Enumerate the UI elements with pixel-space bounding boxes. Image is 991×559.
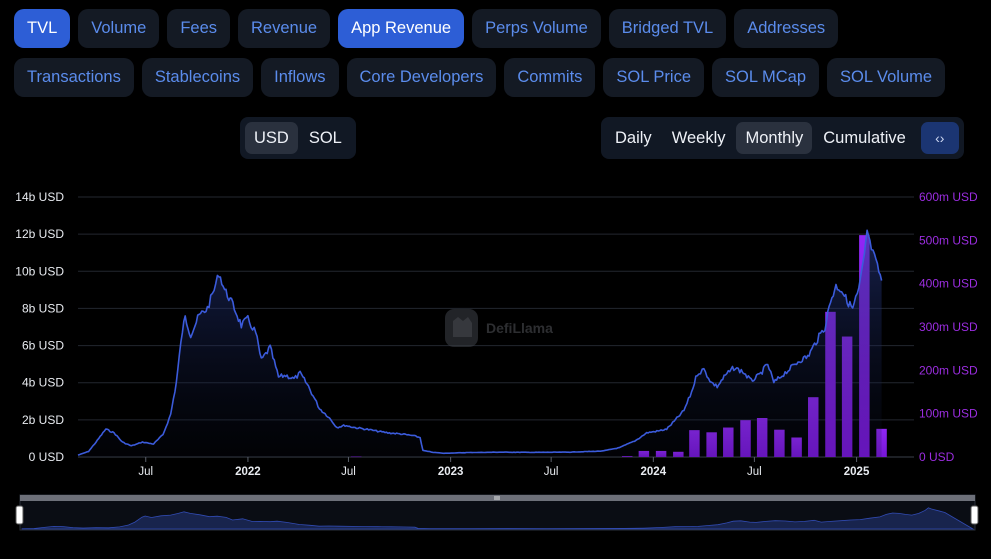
- denomination-sol[interactable]: SOL: [308, 128, 342, 147]
- navigator-left-handle[interactable]: [15, 505, 24, 525]
- tab-addresses[interactable]: Addresses: [734, 9, 839, 48]
- tab-revenue[interactable]: Revenue: [238, 9, 331, 48]
- tab-sol-mcap[interactable]: SOL MCap: [712, 58, 820, 97]
- tvl-line: [77, 229, 883, 456]
- right-axis-tick: 400m USD: [919, 277, 978, 291]
- x-axis-tick: Jul: [341, 466, 356, 478]
- tab-app-revenue[interactable]: App Revenue: [338, 9, 465, 48]
- defillama-watermark: DefiLlama: [445, 309, 553, 347]
- left-axis-tick: 8b USD: [22, 301, 64, 315]
- tab-bridged-tvl[interactable]: Bridged TVL: [608, 9, 727, 48]
- tab-tvl[interactable]: TVL: [14, 9, 71, 48]
- x-axis-tick: 2022: [235, 466, 261, 478]
- x-axis-tick: Jul: [747, 466, 762, 478]
- period-toggle: Daily Weekly Monthly Cumulative ‹›: [601, 117, 964, 159]
- denomination-toggle: USD SOL: [240, 117, 356, 159]
- right-axis-tick: 0 USD: [919, 450, 955, 464]
- left-axis-tick: 6b USD: [22, 339, 64, 353]
- tab-core-developers[interactable]: Core Developers: [346, 58, 497, 97]
- x-axis-tick: Jul: [544, 466, 559, 478]
- x-axis-tick: 2023: [438, 466, 464, 478]
- right-axis-tick: 100m USD: [919, 407, 978, 421]
- tab-inflows[interactable]: Inflows: [261, 58, 339, 97]
- navigator-preview: [21, 507, 975, 530]
- metric-tabs-row-1: TVL Volume Fees Revenue App Revenue Perps Vol…: [14, 9, 839, 48]
- period-daily[interactable]: Daily: [615, 128, 652, 147]
- watermark-text: DefiLlama: [486, 320, 553, 336]
- right-axis-tick: 200m USD: [919, 363, 978, 377]
- left-axis-tick: 4b USD: [22, 376, 64, 390]
- left-axis-tick: 10b USD: [15, 264, 64, 278]
- tab-perps-volume[interactable]: Perps Volume: [472, 9, 601, 48]
- right-axis-tick: 300m USD: [919, 320, 978, 334]
- x-axis-tick: Jul: [138, 466, 153, 478]
- x-axis: Jul 2022 Jul 2023 Jul 2024 Jul 2025: [78, 456, 914, 478]
- x-axis-tick: 2025: [844, 466, 870, 478]
- metric-tabs-row-2: Transactions Stablecoins Inflows Core Devel…: [14, 58, 946, 97]
- left-axis-tick: 14b USD: [15, 190, 64, 204]
- right-axis-tick: 600m USD: [919, 190, 978, 204]
- left-axis-tick: 2b USD: [22, 413, 64, 427]
- tab-commits[interactable]: Commits: [504, 58, 596, 97]
- denomination-usd[interactable]: USD: [245, 122, 298, 154]
- range-navigator[interactable]: [15, 494, 979, 531]
- code-brackets-icon[interactable]: ‹›: [920, 122, 959, 154]
- navigator-right-handle[interactable]: [970, 505, 979, 525]
- right-axis: 0 USD 100m USD 200m USD 300m USD 400m USD 500…: [919, 190, 978, 464]
- x-axis-tick: 2024: [641, 466, 667, 478]
- tvl-chart: 0 USD 2b USD 4b USD 6b USD 8b USD 10b USD 12b …: [15, 190, 979, 531]
- period-weekly[interactable]: Weekly: [671, 128, 726, 147]
- tab-sol-volume[interactable]: SOL Volume: [827, 58, 946, 97]
- period-cumulative[interactable]: Cumulative: [823, 128, 906, 147]
- tab-volume[interactable]: Volume: [78, 9, 160, 48]
- tab-sol-price[interactable]: SOL Price: [603, 58, 705, 97]
- left-axis-tick: 12b USD: [15, 227, 64, 241]
- tab-transactions[interactable]: Transactions: [14, 58, 134, 97]
- tab-fees[interactable]: Fees: [167, 9, 230, 48]
- left-axis: 0 USD 2b USD 4b USD 6b USD 8b USD 10b USD 12b …: [15, 190, 64, 464]
- period-monthly[interactable]: Monthly: [736, 122, 813, 154]
- right-axis-tick: 500m USD: [919, 233, 978, 247]
- tab-stablecoins[interactable]: Stablecoins: [141, 58, 254, 97]
- tvl-area: [78, 230, 882, 457]
- navigator-grip-icon[interactable]: [494, 496, 500, 500]
- left-axis-tick: 0 USD: [29, 450, 65, 464]
